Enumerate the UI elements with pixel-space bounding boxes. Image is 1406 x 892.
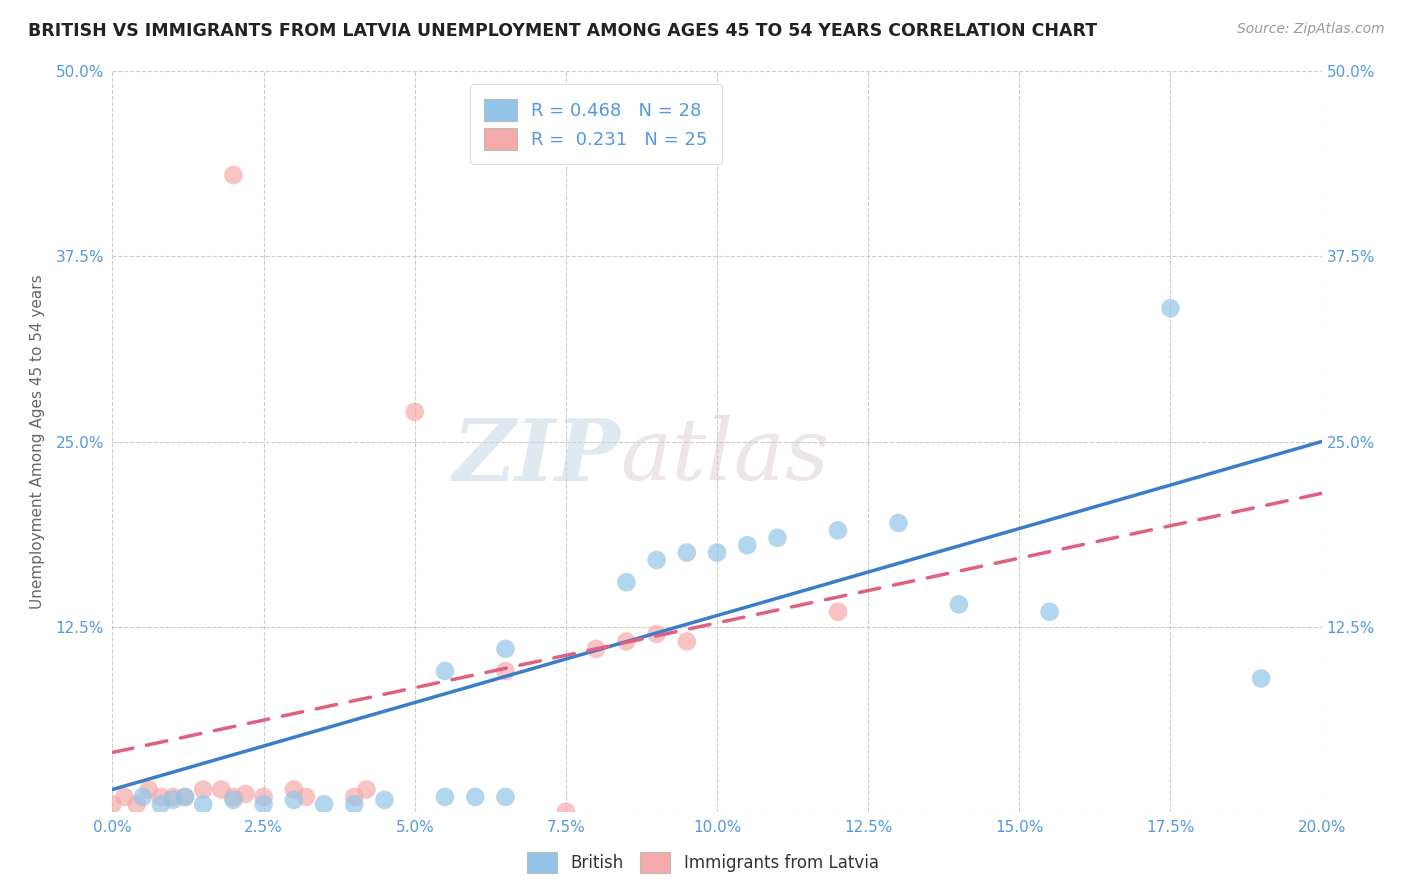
Point: [343, 789, 366, 804]
Point: [616, 575, 638, 590]
Point: [174, 789, 197, 804]
Point: [283, 793, 305, 807]
Point: [616, 634, 638, 648]
Point: [101, 797, 124, 812]
Point: [162, 789, 184, 804]
Point: [253, 789, 276, 804]
Point: [295, 789, 318, 804]
Point: [464, 789, 486, 804]
Point: [495, 789, 517, 804]
Point: [138, 782, 160, 797]
Point: [191, 782, 214, 797]
Point: [675, 546, 697, 560]
Point: [433, 789, 456, 804]
Point: [125, 797, 148, 812]
Point: [585, 641, 607, 656]
Point: [343, 797, 366, 812]
Point: [554, 805, 576, 819]
Point: [433, 664, 456, 678]
Point: [887, 516, 910, 530]
Legend: British, Immigrants from Latvia: British, Immigrants from Latvia: [520, 846, 886, 880]
Y-axis label: Unemployment Among Ages 45 to 54 years: Unemployment Among Ages 45 to 54 years: [30, 274, 45, 609]
Point: [283, 782, 305, 797]
Point: [827, 524, 849, 538]
Point: [948, 598, 970, 612]
Point: [645, 553, 668, 567]
Point: [132, 789, 155, 804]
Point: [495, 641, 517, 656]
Point: [675, 634, 697, 648]
Point: [645, 627, 668, 641]
Point: [1159, 301, 1181, 316]
Point: [149, 797, 172, 812]
Point: [222, 793, 245, 807]
Point: [404, 405, 426, 419]
Point: [1038, 605, 1062, 619]
Point: [356, 782, 378, 797]
Point: [174, 789, 197, 804]
Point: [314, 797, 336, 812]
Text: Source: ZipAtlas.com: Source: ZipAtlas.com: [1237, 22, 1385, 37]
Text: atlas: atlas: [620, 415, 830, 498]
Point: [222, 789, 245, 804]
Point: [253, 797, 276, 812]
Point: [149, 789, 172, 804]
Legend: R = 0.468   N = 28, R =  0.231   N = 25: R = 0.468 N = 28, R = 0.231 N = 25: [470, 84, 723, 164]
Point: [162, 793, 184, 807]
Point: [209, 782, 232, 797]
Point: [706, 546, 728, 560]
Point: [827, 605, 849, 619]
Text: BRITISH VS IMMIGRANTS FROM LATVIA UNEMPLOYMENT AMONG AGES 45 TO 54 YEARS CORRELA: BRITISH VS IMMIGRANTS FROM LATVIA UNEMPL…: [28, 22, 1097, 40]
Point: [191, 797, 214, 812]
Point: [766, 531, 789, 545]
Point: [222, 168, 245, 182]
Point: [235, 787, 257, 801]
Point: [737, 538, 759, 552]
Text: ZIP: ZIP: [453, 415, 620, 498]
Point: [114, 789, 136, 804]
Point: [495, 664, 517, 678]
Point: [1250, 672, 1272, 686]
Point: [374, 793, 396, 807]
